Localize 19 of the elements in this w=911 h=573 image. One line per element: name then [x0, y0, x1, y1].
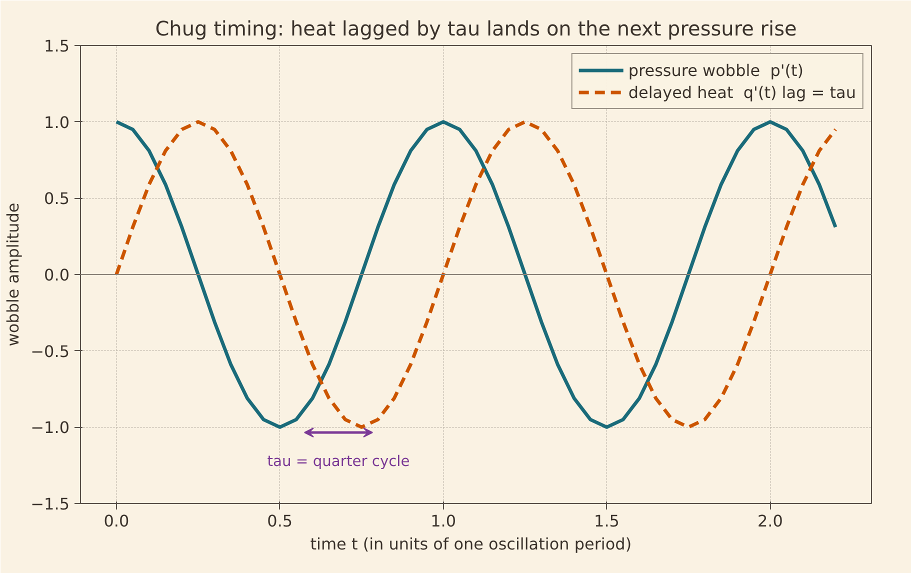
- legend-label: pressure wobble p'(t): [628, 60, 804, 80]
- x-tick-label: 1.5: [594, 512, 620, 530]
- y-tick-label: 1.0: [44, 112, 70, 132]
- x-axis-title: time t (in units of one oscillation period): [310, 534, 632, 554]
- y-tick-label: 0.5: [44, 189, 70, 208]
- x-tick-label: 0.0: [104, 512, 130, 530]
- y-tick-label: 1.5: [44, 36, 70, 56]
- y-tick-label: −1.5: [30, 494, 70, 514]
- y-axis-title: wobble amplitude: [4, 202, 23, 346]
- y-tick-label: −0.5: [30, 342, 70, 361]
- x-tick-label: 0.5: [267, 512, 293, 530]
- line-series: [114, 120, 838, 429]
- y-tick-label: 0.0: [44, 266, 70, 284]
- x-tick-label: 2.0: [757, 512, 783, 530]
- x-tick-label: 1.0: [430, 512, 456, 530]
- chart-title: Chug timing: heat lagged by tau lands on the next pressure rise: [155, 16, 797, 40]
- y-tick-label: −1.0: [30, 418, 70, 438]
- legend-label: delayed heat q'(t) lag = tau: [628, 82, 856, 102]
- annotation: tau = quarter cycle: [267, 453, 410, 470]
